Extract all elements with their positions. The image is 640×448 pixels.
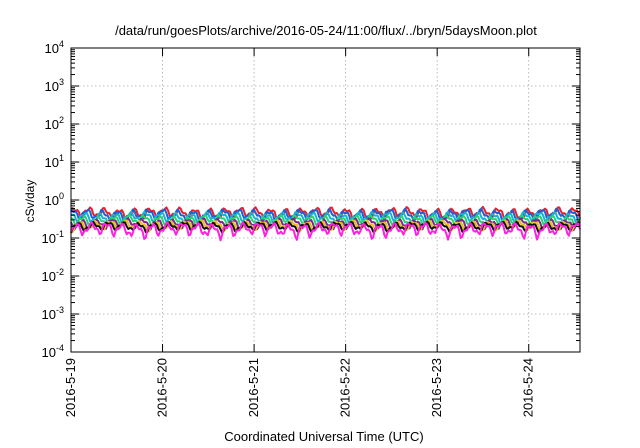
y-tick-label: 10-1 [42,229,64,246]
y-tick-label-exponent: 4 [59,39,64,49]
chart-title: /data/run/goesPlots/archive/2016-05-24/1… [115,23,537,38]
y-tick-label-exponent: 1 [59,153,64,163]
y-tick-label: 103 [45,77,64,94]
series-line-8 [70,221,581,242]
y-tick-label: 102 [45,115,64,132]
series-layer [70,205,581,242]
series-line-3 [70,210,581,226]
x-tick-label: 2016-5-20 [155,358,170,417]
x-tick-label: 2016-5-22 [338,358,353,417]
x-axis-label: Coordinated Universal Time (UTC) [224,429,423,444]
y-tick-label: 10-4 [42,343,64,360]
y-tick-label-exponent: 3 [59,77,64,87]
y-tick-label: 104 [45,39,64,56]
series-line-4 [70,213,581,229]
y-axis-label: cSv/day [23,180,37,223]
y-tick-label-base: 10 [42,345,56,360]
x-tick-label: 2016-5-24 [521,358,536,417]
y-tick-label-base: 10 [42,269,56,284]
x-tick-label: 2016-5-21 [246,358,261,417]
y-tick-label: 10-2 [42,267,64,284]
x-tick-label: 2016-5-19 [63,358,78,417]
y-tick-label-base: 10 [45,193,59,208]
x-tick-label: 2016-5-23 [429,358,444,417]
y-tick-label: 101 [45,153,64,170]
y-tick-label-base: 10 [45,41,59,56]
y-tick-label-exponent: -2 [56,267,64,277]
y-tick-label-base: 10 [45,117,59,132]
grid [71,48,580,352]
y-tick-label: 100 [45,191,64,208]
x-ticks: 2016-5-19 2016-5-20 2016-5-21 2016-5-22 2016… [63,48,536,417]
y-tick-label-base: 10 [42,231,56,246]
y-tick-label-base: 10 [45,79,59,94]
y-tick-label-exponent: -3 [56,305,64,315]
y-tick-label-exponent: -4 [56,343,64,353]
y-tick-label: 10-3 [42,305,64,322]
y-tick-label-base: 10 [45,155,59,170]
y-tick-label-exponent: -1 [56,229,64,239]
y-tick-label-base: 10 [42,307,56,322]
y-tick-label-exponent: 2 [59,115,64,125]
y-tick-label-exponent: 0 [59,191,64,201]
